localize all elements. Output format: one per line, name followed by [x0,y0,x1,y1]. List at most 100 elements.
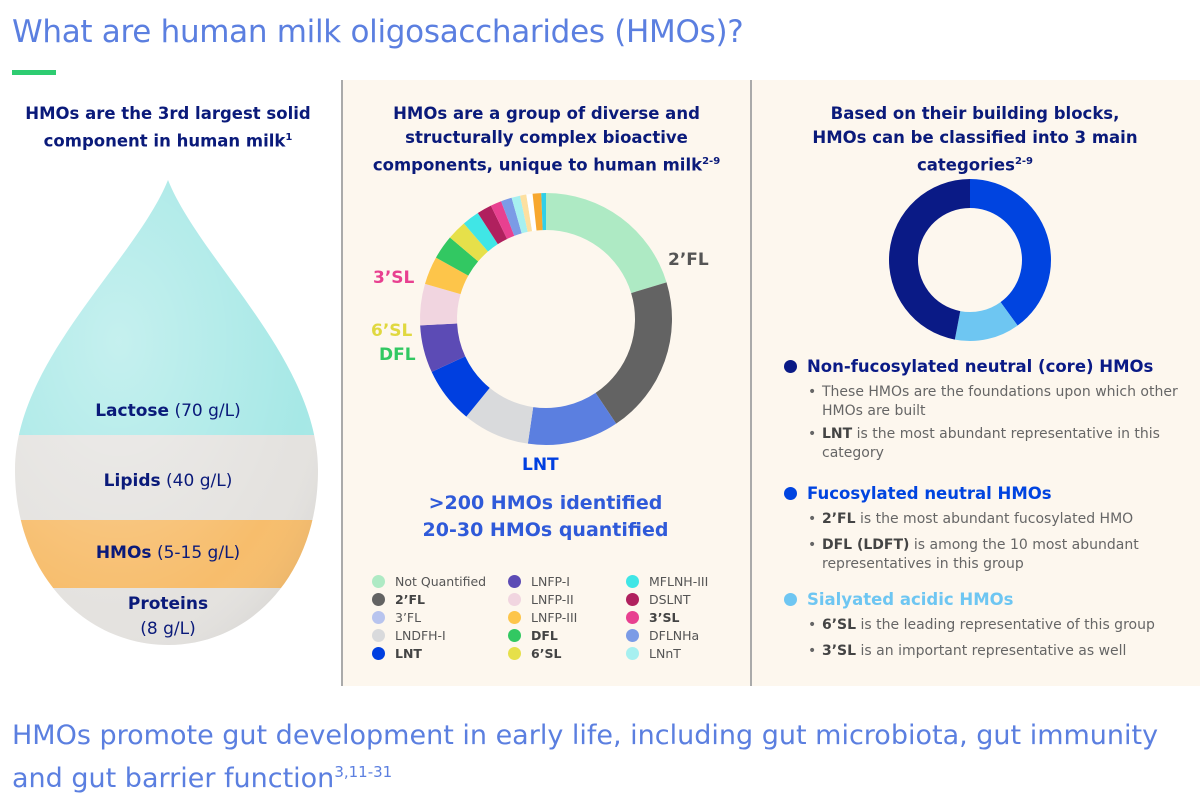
donut-segment-lnfp-ii [420,283,461,326]
legend-item: 3’SL [626,609,746,626]
left-heading: HMOs are the 3rd largest solid component… [25,104,311,151]
hmo-categories-donut [889,179,1051,341]
legend-item: 3’FL [372,609,508,626]
hmo-stats: >200 HMOs identified 20-30 HMOs quantifie… [422,492,669,541]
donut-segment-2-fl [595,282,672,424]
legend-swatch [508,647,521,660]
legend-swatch [626,611,639,624]
donut-legend: Not Quantified LNFP-I MFLNH-III 2’FL LNFP-II… [372,573,746,662]
legend-swatch [508,593,521,606]
legend-label: 2’FL [395,592,425,607]
donut-segment-sialyated-acidic-hmos [954,302,1018,341]
legend-item: LNFP-III [508,609,626,626]
legend-swatch [508,629,521,642]
legend-swatch [372,629,385,642]
donut-segment-lndfh-i [466,387,534,444]
donut-segment-lnnt [511,195,528,234]
legend-label: DSLNT [649,592,691,607]
legend-label: MFLNH-III [649,574,709,589]
legend-item: LNT [372,645,508,662]
label-lnt: LNT [522,455,559,475]
category-bullet: 3’SL is an important representative as w… [808,642,1182,661]
legend-label: 6’SL [531,646,562,661]
donut-segment-non-fucosylated-neutral-core-hmos [889,179,970,340]
diversity-panel [341,80,750,686]
legend-swatch [372,611,385,624]
hmo-composition-donut [420,193,672,445]
donut-segment-unlabeled-15 [520,194,533,232]
legend-label: 3’FL [395,610,422,625]
label-2fl: 2’FL [668,250,709,270]
donut-segment-mflnh-iii [463,213,498,252]
category-bullet: 6’SL is the leading representative of th… [808,616,1182,635]
right-heading: Based on their building blocks, HMOs can… [812,104,1138,175]
category-title: Non-fucosylated neutral (core) HMOs [807,357,1154,376]
donut-segment-unlabeled-17 [532,193,543,231]
donut-segment-not-quantified [546,193,667,294]
legend-item: Not Quantified [372,573,508,590]
lipids-label: Lipids (40 g/L) [103,471,233,491]
category-bullet-icon [784,593,797,606]
page-title: What are human milk oligosaccharides (HM… [12,14,744,50]
legend-label: LNT [395,646,422,661]
donut-segment-6-sl [449,223,488,262]
category-bullet: DFL (LDFT) is among the 10 most abundant… [808,536,1182,574]
donut-segment-lnfp-i [420,323,466,372]
donut-segment-dslnt [477,205,508,245]
legend-swatch [508,611,521,624]
legend-swatch [372,575,385,588]
donut-segment-lnfp-iii [425,257,469,295]
donut-segment-3-fl [527,392,617,445]
legend-swatch [626,647,639,660]
category-bullet: LNT is the most abundant representative … [808,425,1182,463]
legend-label: LNFP-II [531,592,574,607]
legend-item: DFLNHa [626,627,746,644]
category-title: Sialyated acidic HMOs [807,590,1014,609]
legend-item: 6’SL [508,645,626,662]
footer-statement: HMOs promote gut development in early li… [12,720,1159,794]
title-accent-bar [12,70,56,75]
category-bullet-icon [784,360,797,373]
category-bullet: 2’FL is the most abundant fucosylated HM… [808,510,1182,529]
legend-item: LNDFH-I [372,627,508,644]
label-dfl: DFL [379,345,416,365]
category-bullet: These HMOs are the foundations upon whic… [808,383,1182,421]
category-heading: Fucosylated neutral HMOs [784,484,1052,503]
legend-label: LNFP-III [531,610,578,625]
legend-swatch [626,575,639,588]
donut-segment-unlabeled-18 [541,193,546,231]
donut-segment-dfl [435,237,479,276]
legend-swatch [626,629,639,642]
proteins-label: Proteins (8 g/L) [127,594,209,639]
category-heading: Non-fucosylated neutral (core) HMOs [784,357,1153,376]
legend-item: 2’FL [372,591,508,608]
donut-segment-lnt [431,356,490,417]
legend-label: LNDFH-I [395,628,446,643]
lactose-label: Lactose (70 g/L) [95,401,241,421]
legend-item: MFLNH-III [626,573,746,590]
label-3sl: 3’SL [373,268,415,288]
legend-swatch [372,647,385,660]
legend-swatch [626,593,639,606]
legend-item: DSLNT [626,591,746,608]
label-6sl: 6’SL [371,321,413,341]
legend-label: Not Quantified [395,574,487,589]
hmos-label: HMOs (5-15 g/L) [95,543,241,563]
middle-heading: HMOs are a group of diverse and structur… [372,104,721,175]
legend-label: DFL [531,628,558,643]
legend-label: LNnT [649,646,681,661]
legend-label: LNFP-I [531,574,570,589]
category-bullet-icon [784,487,797,500]
legend-swatch [372,593,385,606]
legend-label: 3’SL [649,610,680,625]
legend-label: DFLNHa [649,628,700,643]
category-title: Fucosylated neutral HMOs [807,484,1052,503]
milk-drop-illustration [15,180,318,645]
donut-segment-dflnha [501,197,522,236]
legend-swatch [508,575,521,588]
legend-item: LNnT [626,645,746,662]
category-heading: Sialyated acidic HMOs [784,590,1014,609]
donut-segment-3-sl [490,201,515,239]
legend-item: LNFP-I [508,573,626,590]
legend-item: LNFP-II [508,591,626,608]
